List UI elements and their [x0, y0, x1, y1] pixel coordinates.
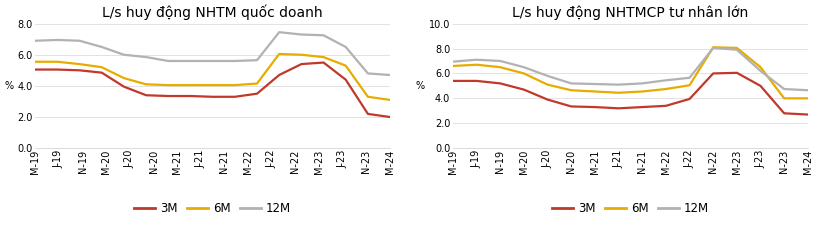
Title: L/s huy động NHTMCP tư nhân lớn: L/s huy động NHTMCP tư nhân lớn: [512, 5, 748, 20]
Legend: 3M, 6M, 12M: 3M, 6M, 12M: [129, 197, 296, 219]
Legend: 3M, 6M, 12M: 3M, 6M, 12M: [547, 197, 713, 219]
Title: L/s huy động NHTM quốc doanh: L/s huy động NHTM quốc doanh: [102, 4, 323, 20]
Y-axis label: %: %: [4, 81, 13, 91]
Y-axis label: %: %: [416, 81, 425, 91]
